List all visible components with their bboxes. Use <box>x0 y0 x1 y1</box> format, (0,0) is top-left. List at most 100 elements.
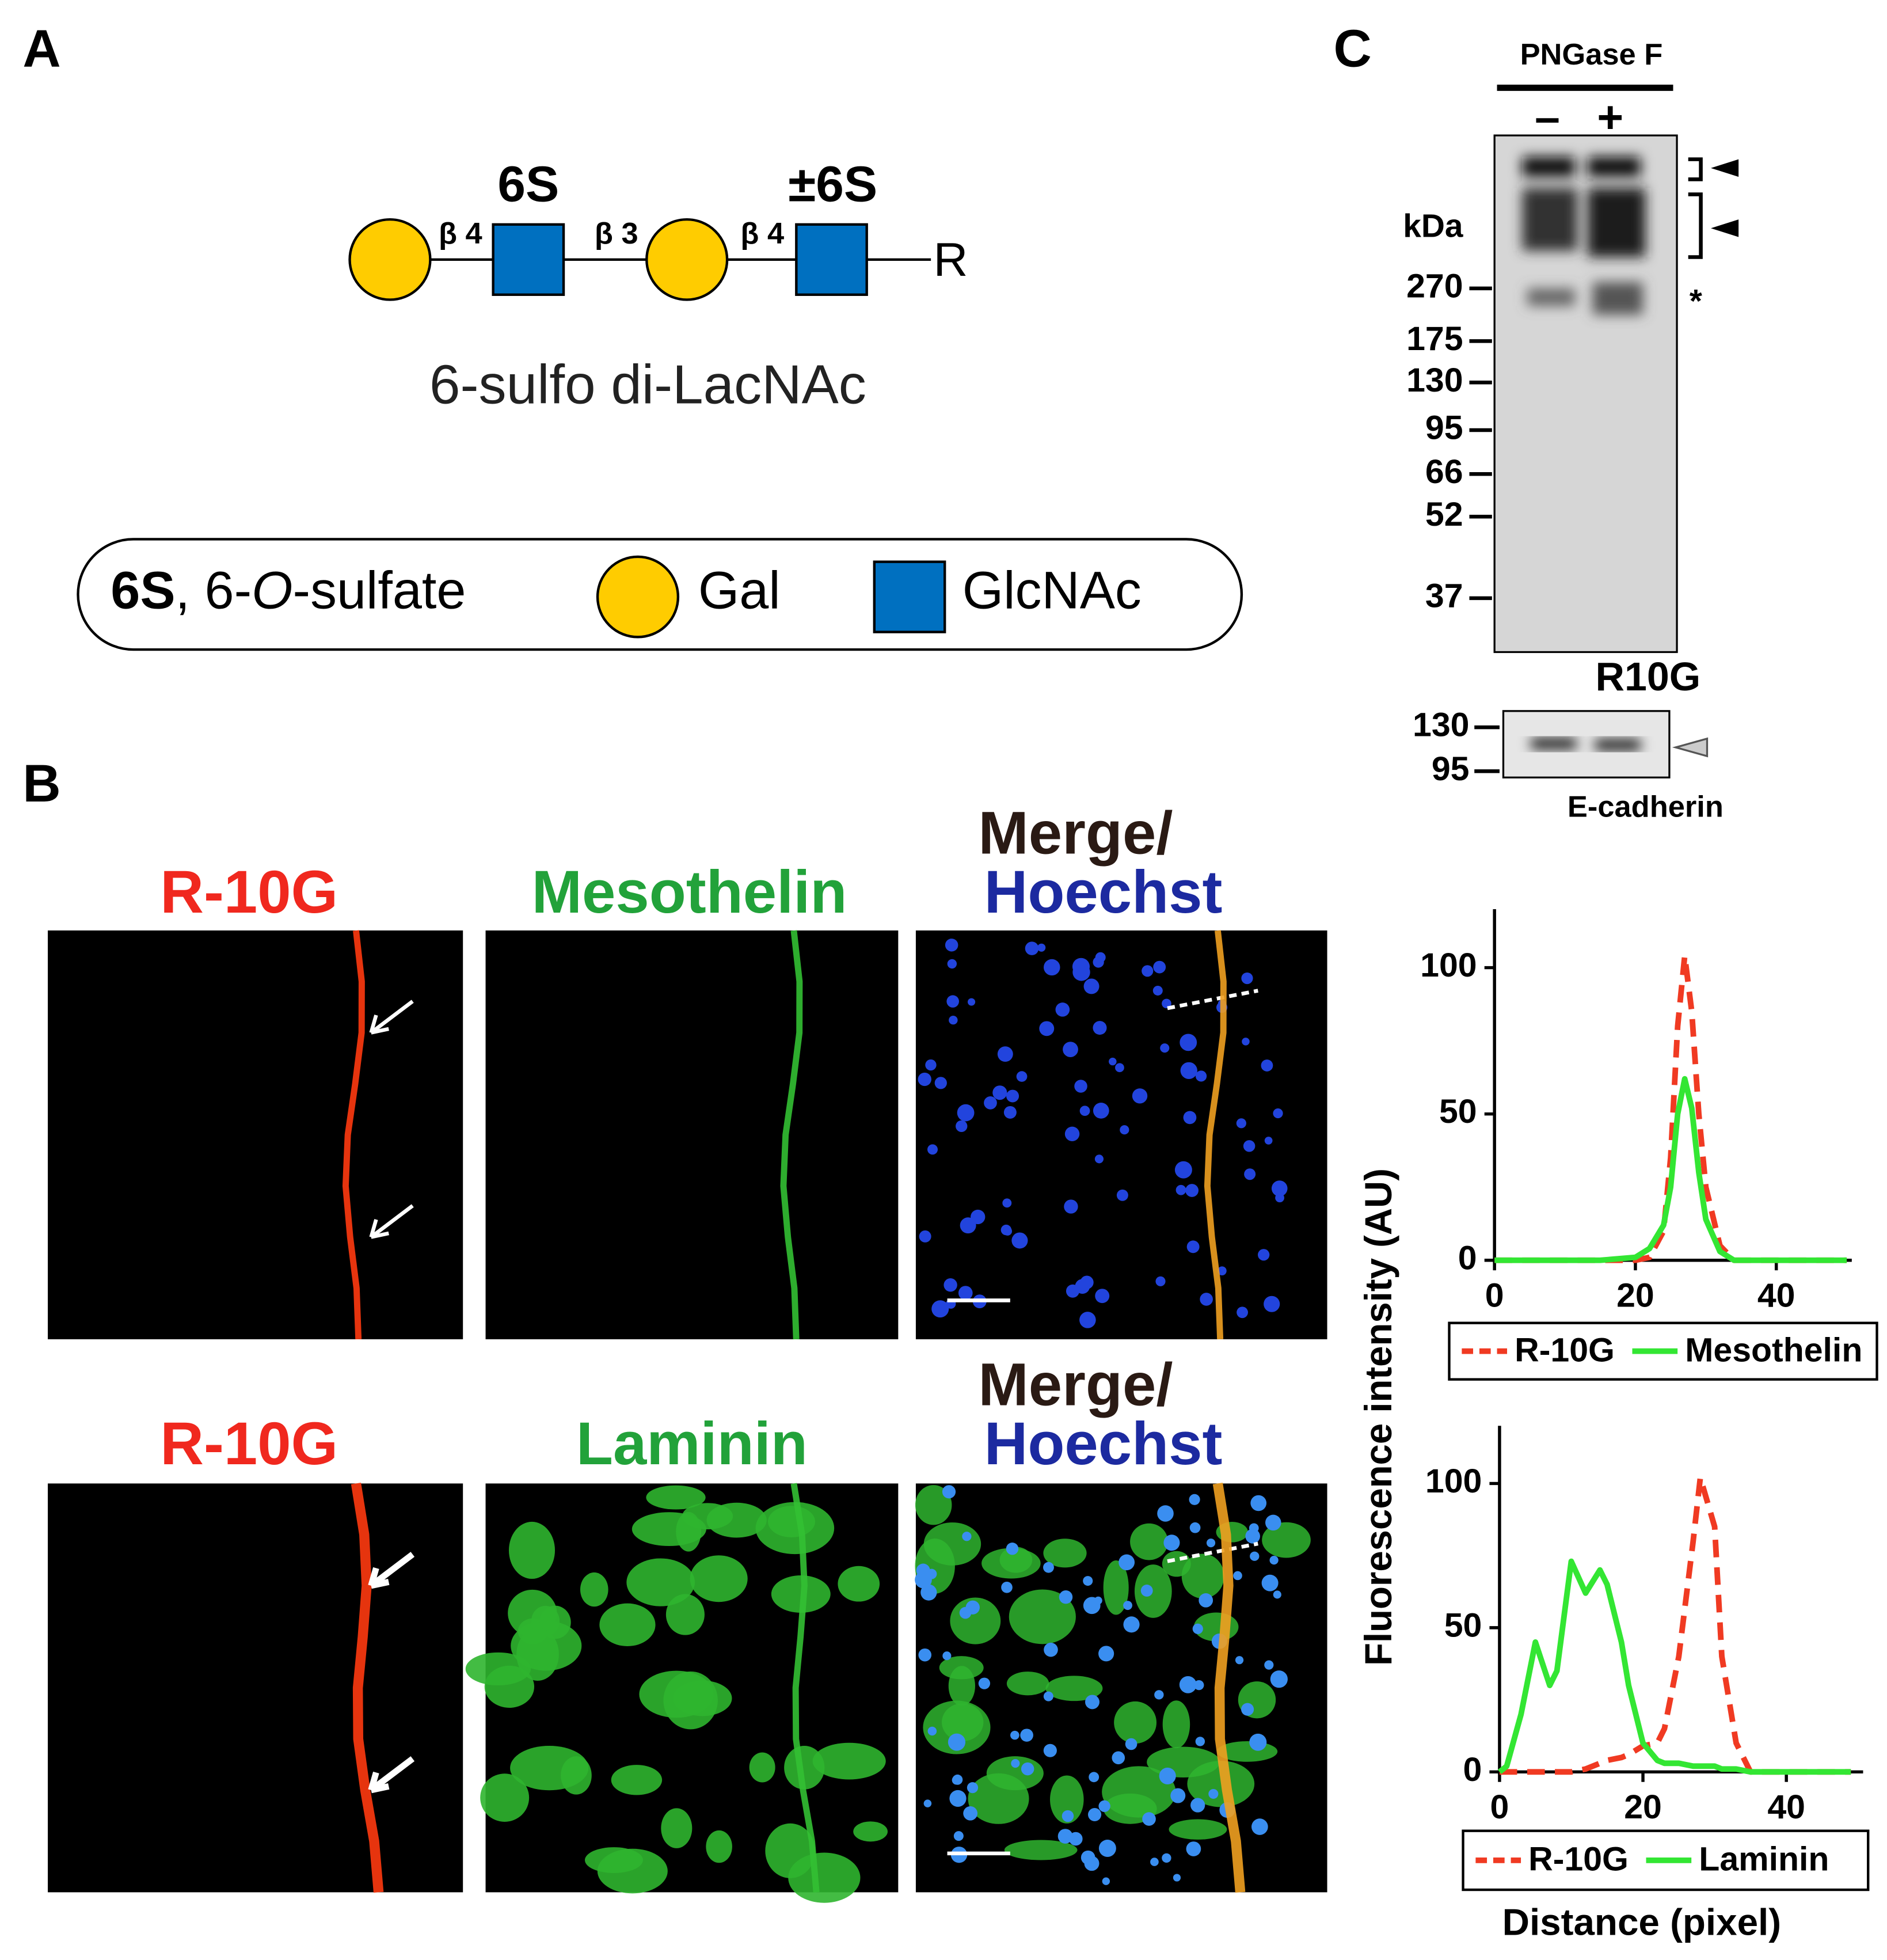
nucleus <box>997 1046 1013 1062</box>
nucleus <box>1192 1623 1203 1634</box>
nucleus <box>920 1584 937 1601</box>
nucleus <box>956 1120 968 1132</box>
nucleus <box>1218 1266 1227 1275</box>
tissue <box>690 1555 748 1602</box>
nucleus <box>1175 1184 1186 1195</box>
nucleus <box>1132 1088 1148 1104</box>
nucleus <box>1153 960 1166 974</box>
nucleus <box>918 1648 932 1662</box>
tissue <box>1162 1700 1190 1749</box>
nucleus <box>1020 1729 1033 1742</box>
legend-text: -sulfate <box>293 561 466 620</box>
membrane <box>351 1483 384 1893</box>
nucleus <box>1159 1767 1176 1784</box>
y-tick-label: 0 <box>1458 1239 1477 1277</box>
nucleus <box>1011 1232 1028 1249</box>
tissue <box>923 1700 991 1754</box>
nucleus <box>946 995 959 1008</box>
nucleus <box>1043 1562 1054 1573</box>
micrographs <box>48 930 1327 1903</box>
tissue <box>626 1558 695 1606</box>
gal-symbol <box>348 218 432 301</box>
nucleus <box>1109 1057 1117 1066</box>
nucleus <box>1037 943 1046 952</box>
substituent: 6S <box>497 157 559 212</box>
linkage: β 4 <box>439 217 482 250</box>
membrane <box>1212 1483 1246 1893</box>
marker-label: 130 <box>1413 706 1469 744</box>
nucleus <box>1245 1529 1260 1544</box>
nucleus <box>1250 1551 1260 1561</box>
series-line <box>1494 1076 1847 1263</box>
nucleus <box>1125 1738 1137 1750</box>
nucleus <box>999 1087 1007 1096</box>
tissue <box>1114 1701 1157 1744</box>
nucleus <box>1010 1730 1019 1740</box>
tissue <box>706 1502 767 1538</box>
nucleus <box>1241 972 1253 985</box>
nucleus <box>1123 1616 1140 1633</box>
tissue <box>1134 1564 1172 1618</box>
stain-label: Mesothelin <box>532 859 847 926</box>
tissue <box>1130 1523 1168 1560</box>
nucleus <box>1079 1312 1096 1328</box>
marker-label: 66 <box>1425 453 1463 491</box>
nucleus <box>1063 1042 1078 1057</box>
nucleus <box>958 1286 973 1300</box>
arrow <box>369 1204 414 1239</box>
nucleus <box>1180 1034 1197 1051</box>
blot <box>1493 134 1678 654</box>
tissue <box>1004 1840 1078 1860</box>
nucleus <box>1021 1762 1034 1776</box>
nucleus <box>1157 1505 1174 1522</box>
nucleus <box>1142 965 1154 977</box>
nucleus <box>1081 1850 1095 1865</box>
membrane <box>780 930 803 1340</box>
glcnac-symbol <box>492 223 565 296</box>
nucleus <box>1264 1660 1274 1670</box>
micrograph <box>915 930 1327 1339</box>
band <box>1587 188 1646 257</box>
nucleus <box>1039 1021 1055 1036</box>
nucleus <box>978 1677 991 1689</box>
x-tick-label: 40 <box>1757 1277 1795 1315</box>
nucleus <box>1006 1089 1019 1103</box>
tissue <box>999 1547 1033 1573</box>
legend-label: Laminin <box>1699 1841 1829 1878</box>
tissue <box>812 1742 886 1780</box>
nucleus <box>1233 1571 1242 1581</box>
lane-label: – <box>1535 92 1560 142</box>
nucleus <box>1273 1590 1281 1599</box>
nucleus <box>1016 1071 1028 1082</box>
nucleus <box>1055 1002 1070 1017</box>
nucleus <box>1206 1539 1216 1548</box>
nucleus <box>1208 1788 1219 1799</box>
nucleus <box>919 1230 931 1243</box>
marker-label: 52 <box>1425 496 1463 533</box>
nucleus <box>1150 1858 1159 1866</box>
nucleus <box>1241 1703 1254 1716</box>
nucleus <box>949 1790 967 1807</box>
nucleus <box>1261 1574 1279 1591</box>
tissue <box>1262 1522 1311 1558</box>
nucleus <box>1064 1126 1080 1141</box>
band <box>1522 157 1576 177</box>
nucleus <box>934 1077 947 1089</box>
glycan-name: 6-sulfo di-LacNAc <box>429 354 866 416</box>
nucleus <box>918 1072 931 1087</box>
nucleus <box>1250 1495 1267 1511</box>
nucleus <box>1236 1118 1246 1129</box>
legend-label: R-10G <box>1528 1841 1629 1878</box>
nucleus <box>1123 1601 1132 1610</box>
tissue <box>1009 1589 1076 1644</box>
nucleus <box>1142 1812 1156 1826</box>
nucleus <box>1186 1240 1200 1254</box>
y-tick-label: 100 <box>1420 947 1477 984</box>
nucleus <box>1174 1161 1192 1179</box>
arrowhead <box>1672 737 1709 758</box>
x-tick-label: 0 <box>1485 1277 1504 1315</box>
tissue <box>484 1665 535 1708</box>
arrow <box>368 1756 415 1794</box>
marker-label: 95 <box>1432 750 1470 788</box>
nucleus <box>1244 1168 1256 1180</box>
